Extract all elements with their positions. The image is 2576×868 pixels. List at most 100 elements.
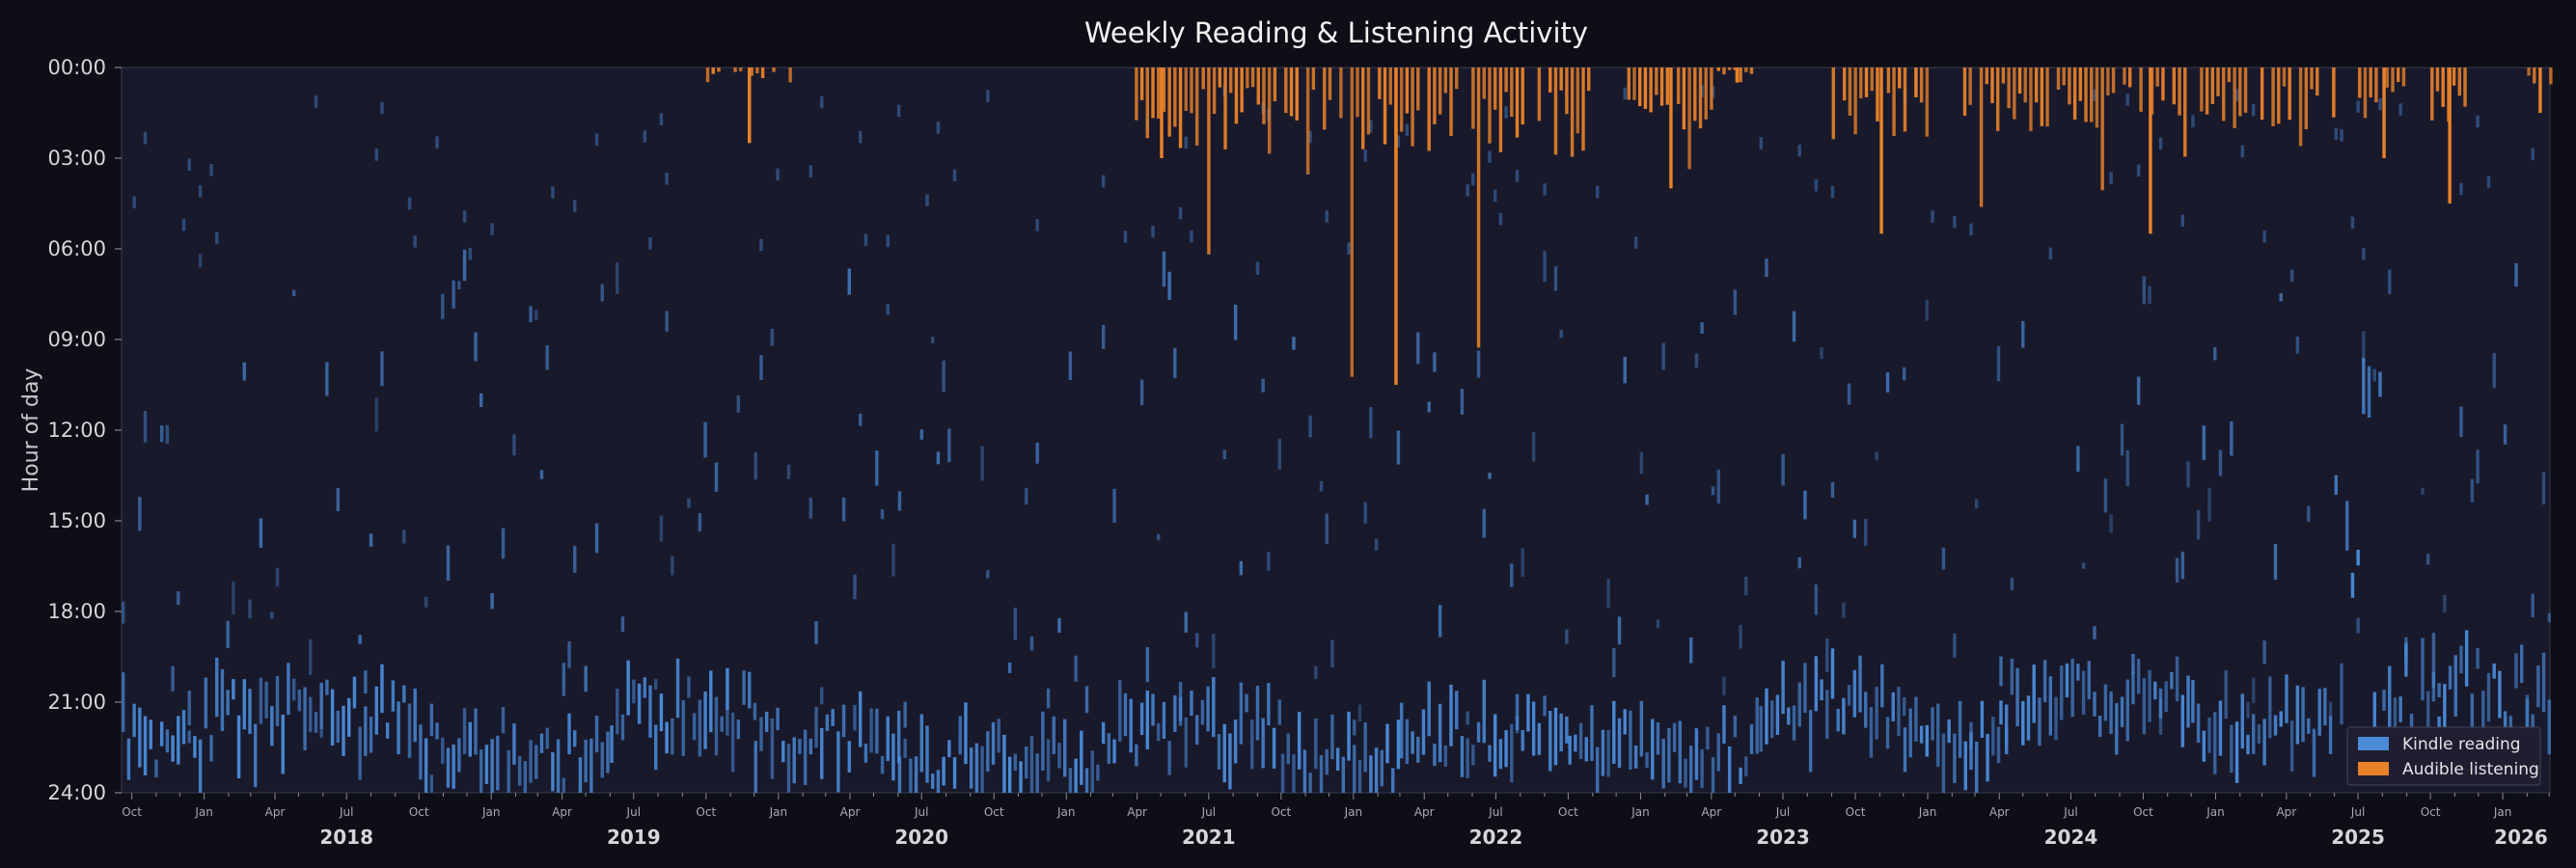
audible-bar xyxy=(2463,68,2467,107)
kindle-bar xyxy=(1902,697,1906,717)
kindle-bar xyxy=(776,707,780,731)
kindle-bar xyxy=(1781,453,1785,486)
kindle-bar xyxy=(1565,717,1569,744)
x-month-label: Jul xyxy=(2063,805,2077,819)
kindle-bar xyxy=(424,738,428,793)
audible-bar xyxy=(2260,68,2264,121)
audible-bar xyxy=(1733,68,1738,70)
kindle-bar xyxy=(1212,634,1216,669)
kindle-bar xyxy=(1864,519,1868,547)
kindle-bar xyxy=(1498,739,1503,770)
kindle-bar xyxy=(545,345,549,370)
kindle-bar xyxy=(2196,509,2201,540)
kindle-bar xyxy=(952,757,957,789)
kindle-bar xyxy=(974,743,979,793)
kindle-bar xyxy=(1488,473,1492,479)
kindle-bar xyxy=(1029,735,1034,793)
kindle-bar xyxy=(385,722,390,739)
audible-bar xyxy=(2216,68,2220,96)
kindle-bar xyxy=(914,756,918,793)
kindle-bar xyxy=(198,254,203,268)
kindle-bar xyxy=(1280,753,1285,793)
kindle-bar xyxy=(468,247,472,260)
audible-bar xyxy=(2452,68,2456,86)
kindle-bar xyxy=(490,223,494,235)
kindle-bar xyxy=(2032,690,2036,704)
kindle-bar xyxy=(1633,746,1638,769)
kindle-bar xyxy=(1438,605,1442,637)
audible-bar xyxy=(1482,68,1486,99)
kindle-bar xyxy=(397,701,400,755)
kindle-bar xyxy=(336,711,341,744)
x-year-label: 2023 xyxy=(1756,826,1810,849)
audible-bar xyxy=(1659,68,1664,106)
kindle-bar xyxy=(942,756,945,786)
kindle-bar xyxy=(2180,214,2185,228)
audible-bar xyxy=(1870,68,1874,92)
x-month-label: Oct xyxy=(409,805,429,819)
x-year-label: 2026 xyxy=(2494,826,2548,849)
kindle-bar xyxy=(1190,230,1193,243)
x-month-label: Oct xyxy=(1846,805,1866,819)
kindle-bar xyxy=(714,696,719,756)
kindle-bar xyxy=(1272,727,1276,769)
audible-bar xyxy=(1744,68,1748,72)
kindle-bar xyxy=(2131,671,2135,705)
x-month-label: Jul xyxy=(1775,805,1790,819)
kindle-bar xyxy=(2186,675,2190,728)
kindle-bar xyxy=(1744,577,1748,596)
audible-series xyxy=(705,68,2553,385)
kindle-bar xyxy=(2125,449,2129,487)
audible-bar xyxy=(1548,68,1552,93)
kindle-bar xyxy=(2486,176,2491,189)
kindle-bar xyxy=(132,703,136,738)
audible-bar xyxy=(1234,68,1239,124)
x-month-label: Jan xyxy=(2206,805,2225,819)
audible-bar xyxy=(1859,68,1863,99)
kindle-bar xyxy=(177,716,180,765)
kindle-bar xyxy=(1025,487,1028,505)
kindle-bar xyxy=(2350,216,2355,230)
kindle-bar xyxy=(1814,178,1819,192)
kindle-bar xyxy=(847,741,851,773)
kindle-bar xyxy=(1330,714,1334,760)
audible-bar xyxy=(755,68,759,73)
kindle-bar xyxy=(1820,679,1823,701)
kindle-bar xyxy=(1302,749,1307,793)
audible-bar xyxy=(1886,68,1891,94)
kindle-bar xyxy=(1101,721,1106,745)
audible-bar xyxy=(1727,68,1732,70)
kindle-bar xyxy=(303,687,307,750)
kindle-bar xyxy=(1068,768,1073,793)
kindle-bar xyxy=(479,749,483,793)
audible-bar xyxy=(1438,68,1442,115)
audible-bar xyxy=(1716,68,1720,71)
kindle-bar xyxy=(1162,701,1166,739)
kindle-bar xyxy=(1363,149,1367,162)
y-tick-label: 12:00 xyxy=(47,419,106,442)
kindle-bar xyxy=(2372,368,2376,382)
kindle-bar xyxy=(1515,170,1520,182)
kindle-bar xyxy=(2230,724,2233,773)
kindle-bar xyxy=(2142,678,2147,735)
kindle-bar xyxy=(270,611,274,619)
audible-bar xyxy=(2271,68,2275,127)
kindle-bar xyxy=(1286,733,1290,765)
kindle-bar xyxy=(1716,469,1720,504)
y-axis-label: Hour of day xyxy=(19,368,43,493)
audible-bar xyxy=(1682,68,1686,130)
kindle-bar xyxy=(863,233,868,246)
kindle-bar xyxy=(1118,680,1122,743)
kindle-bar xyxy=(1212,677,1216,738)
kindle-bar xyxy=(1157,533,1161,541)
kindle-bar xyxy=(2470,693,2475,746)
x-month-label: Jul xyxy=(1201,805,1216,819)
kindle-bar xyxy=(154,759,158,778)
kindle-bar xyxy=(1996,726,2001,764)
kindle-bar xyxy=(1498,212,1503,226)
kindle-bar xyxy=(1101,175,1106,188)
audible-bar xyxy=(2430,68,2434,121)
kindle-bar xyxy=(2093,626,2096,639)
kindle-bar xyxy=(1661,738,1665,789)
kindle-bar xyxy=(1744,756,1748,776)
